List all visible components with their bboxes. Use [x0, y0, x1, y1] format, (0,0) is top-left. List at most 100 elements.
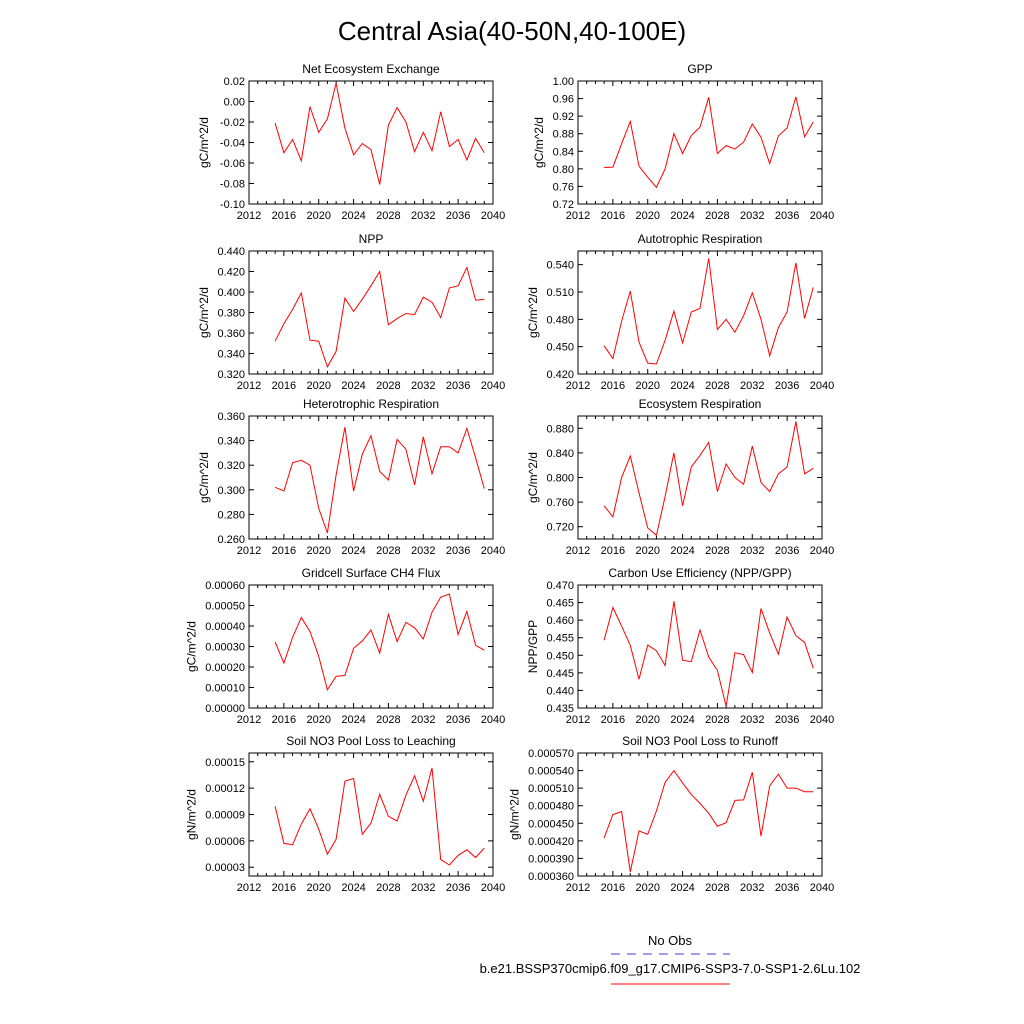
- y-tick-label: 0.320: [217, 460, 245, 472]
- y-tick-label: -0.04: [220, 138, 245, 150]
- y-tick-label: 0.000420: [528, 836, 574, 848]
- y-tick-label: 0.02: [224, 76, 245, 88]
- y-tick-label: 0.76: [553, 181, 574, 193]
- series-line-gpp: [604, 96, 814, 189]
- chart-panel: Ecosystem Respiration 2012 2016 2020 2024 202…: [526, 397, 834, 557]
- plot-frame: [577, 415, 823, 540]
- series-line-soil-no3-pool-loss-to-leaching: [274, 767, 485, 866]
- series-line-ecosystem-respiration: [603, 421, 814, 537]
- x-tick-label: 2024: [670, 210, 694, 222]
- x-tick-label: 2016: [272, 882, 296, 894]
- x-tick-label: 2012: [237, 714, 261, 726]
- x-tick-label: 2040: [810, 210, 834, 222]
- series-line-net-ecosystem-exchange: [274, 82, 485, 185]
- x-tick-label: 2032: [411, 714, 435, 726]
- y-tick-label: 0.88: [553, 129, 574, 141]
- series-line-heterotrophic-respiration: [274, 426, 485, 534]
- x-tick-label: 2040: [810, 714, 834, 726]
- x-tick-label: 2024: [341, 545, 365, 557]
- x-tick-label: 2028: [376, 380, 400, 392]
- x-tick-label: 2028: [705, 714, 729, 726]
- x-tick-label: 2012: [237, 882, 261, 894]
- x-tick-label: 2040: [810, 380, 834, 392]
- series-line-soil-no3-pool-loss-to-runoff: [603, 769, 814, 873]
- y-tick-label: 0.92: [553, 111, 574, 123]
- x-tick-label: 2016: [601, 545, 625, 557]
- y-tick-label: 0.72: [553, 199, 574, 211]
- x-tick-label: 2020: [635, 380, 659, 392]
- y-tick-label: 0.420: [546, 369, 574, 381]
- y-tick-label: 0.300: [217, 485, 245, 497]
- y-tick-label: -0.10: [220, 199, 245, 211]
- chart-panel: Carbon Use Efficiency (NPP/GPP) 2012 2016 2…: [526, 566, 834, 726]
- legend: No Obs b.e21.BSSP370cmip6.f09_g17.CMIP6-…: [480, 933, 861, 985]
- x-tick-label: 2020: [635, 714, 659, 726]
- y-tick-label: 0.340: [217, 436, 245, 448]
- chart-panel: Gridcell Surface CH4 Flux 2012 2016 2020 202…: [185, 566, 506, 726]
- y-tick-label: 0.400: [217, 287, 245, 299]
- legend-label-model: b.e21.BSSP370cmip6.f09_g17.CMIP6-SSP3-7.…: [480, 961, 861, 976]
- y-tick-label: -0.02: [220, 117, 245, 129]
- x-tick-label: 2032: [411, 545, 435, 557]
- x-tick-label: 2016: [272, 210, 296, 222]
- y-tick-label: 0.80: [553, 164, 574, 176]
- x-tick-label: 2028: [376, 714, 400, 726]
- y-tick-label: 0.360: [217, 328, 245, 340]
- y-tick-label: 0.00010: [205, 683, 245, 695]
- y-tick-label: 0.000450: [528, 818, 574, 830]
- chart-panel: Autotrophic Respiration 2012 2016 2020 2024 2…: [526, 232, 834, 392]
- x-tick-label: 2036: [446, 714, 470, 726]
- x-tick-label: 2040: [481, 714, 505, 726]
- y-tick-label: 0.00050: [205, 601, 245, 613]
- x-tick-label: 2016: [601, 882, 625, 894]
- x-tick-label: 2032: [740, 210, 764, 222]
- y-tick-label: 1.00: [553, 76, 574, 88]
- y-tick-label: 0.540: [546, 260, 574, 272]
- y-tick-label: 0.00060: [205, 580, 245, 592]
- y-tick-label: 0.720: [546, 522, 574, 534]
- y-tick-label: 0.440: [217, 246, 245, 258]
- panel-title: Autotrophic Respiration: [638, 232, 763, 246]
- y-tick-label: 0.00015: [205, 757, 245, 769]
- y-tick-label: 0.800: [546, 473, 574, 485]
- x-tick-label: 2040: [481, 882, 505, 894]
- y-tick-label: -0.06: [220, 158, 245, 170]
- chart-panel: Soil NO3 Pool Loss to Runoff 2012 2016 2020…: [507, 734, 834, 894]
- y-axis-label: NPP/GPP: [526, 620, 540, 673]
- plot-frame: [577, 752, 823, 877]
- x-tick-label: 2028: [705, 545, 729, 557]
- y-tick-label: 0.96: [553, 94, 574, 106]
- plot-frame: [248, 415, 494, 540]
- y-tick-label: 0.00006: [205, 836, 245, 848]
- x-tick-label: 2028: [376, 545, 400, 557]
- x-tick-label: 2020: [306, 714, 330, 726]
- y-tick-label: 0.760: [546, 497, 574, 509]
- y-tick-label: 0.380: [217, 308, 245, 320]
- y-axis-label: gC/m^2/d: [197, 117, 211, 168]
- y-tick-label: 0.480: [546, 314, 574, 326]
- x-tick-label: 2032: [740, 545, 764, 557]
- x-tick-label: 2020: [635, 882, 659, 894]
- y-tick-label: 0.00009: [205, 810, 245, 822]
- y-tick-label: 0.000540: [528, 766, 574, 778]
- x-tick-label: 2028: [705, 210, 729, 222]
- x-tick-label: 2012: [566, 714, 590, 726]
- panel-title: Ecosystem Respiration: [639, 397, 762, 411]
- x-tick-label: 2040: [481, 210, 505, 222]
- y-tick-label: 0.840: [546, 448, 574, 460]
- series-line-gridcell-surface-ch4-flux: [274, 593, 485, 692]
- x-tick-label: 2012: [237, 210, 261, 222]
- x-tick-label: 2032: [740, 714, 764, 726]
- y-tick-label: 0.320: [217, 369, 245, 381]
- y-axis-label: gC/m^2/d: [185, 621, 199, 672]
- panel-title: Net Ecosystem Exchange: [302, 62, 440, 76]
- x-tick-label: 2012: [566, 210, 590, 222]
- plot-frame: [248, 584, 494, 709]
- y-tick-label: 0.000390: [528, 853, 574, 865]
- y-tick-label: 0.435: [546, 703, 574, 715]
- panel-title: Heterotrophic Respiration: [303, 397, 439, 411]
- x-tick-label: 2040: [481, 380, 505, 392]
- y-tick-label: 0.450: [546, 650, 574, 662]
- y-tick-label: 0.000510: [528, 783, 574, 795]
